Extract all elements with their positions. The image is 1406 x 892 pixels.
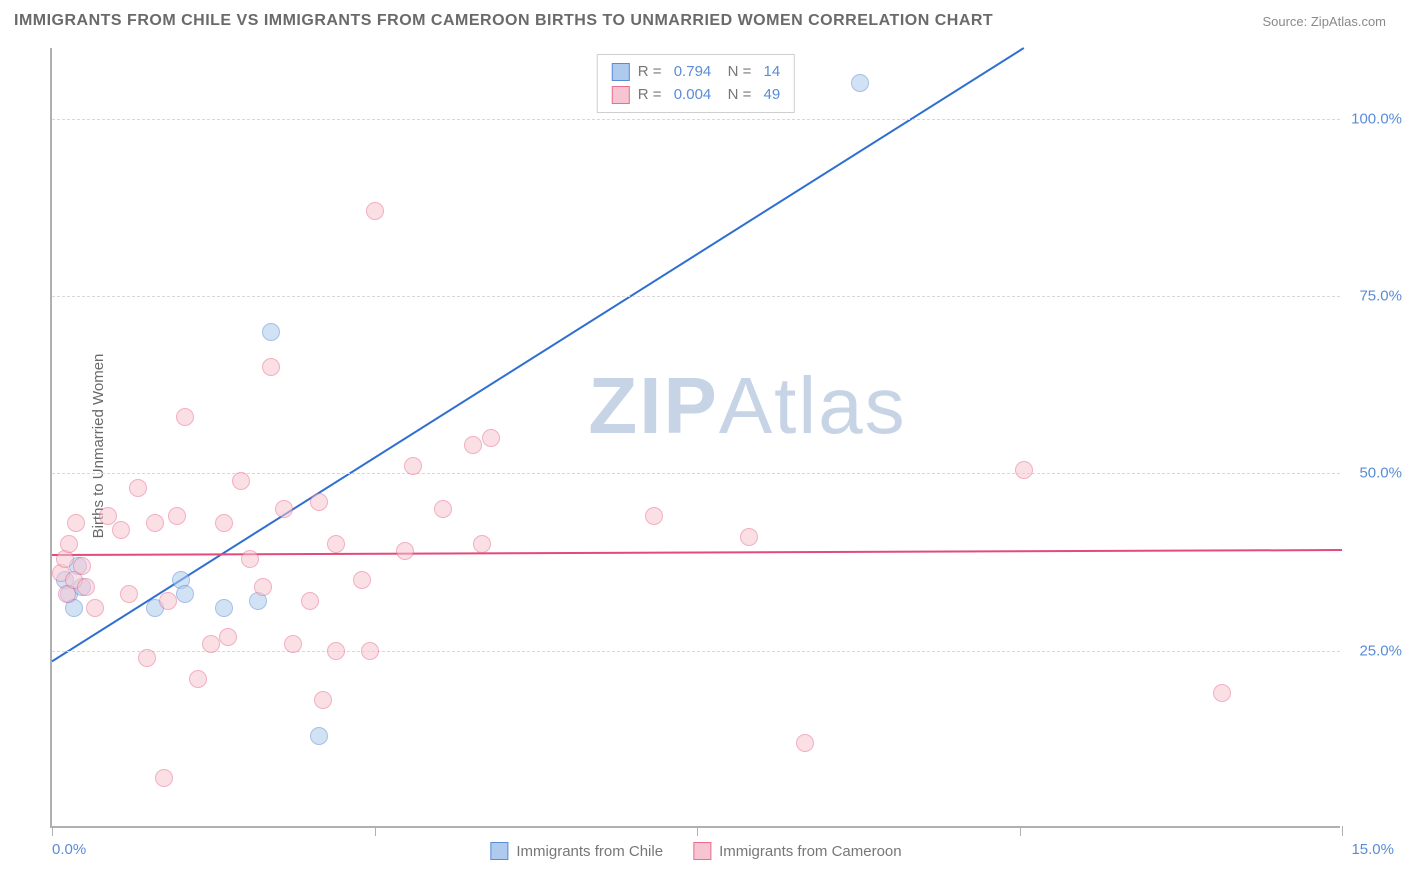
gridline [52, 296, 1340, 297]
data-point [73, 557, 91, 575]
data-point [138, 649, 156, 667]
data-point [473, 535, 491, 553]
data-point [464, 436, 482, 454]
data-point [851, 74, 869, 92]
data-point [189, 670, 207, 688]
data-point [215, 514, 233, 532]
legend-swatch [490, 842, 508, 860]
chart-title: IMMIGRANTS FROM CHILE VS IMMIGRANTS FROM… [14, 12, 993, 30]
series-legend: Immigrants from Chile Immigrants from Cam… [490, 842, 901, 860]
data-point [366, 202, 384, 220]
y-tick-label: 50.0% [1359, 465, 1402, 482]
data-point [155, 769, 173, 787]
data-point [327, 535, 345, 553]
data-point [159, 592, 177, 610]
data-point [241, 550, 259, 568]
plot-area: ZIPAtlas R = 0.794 N = 14R = 0.004 N = 4… [50, 48, 1340, 828]
data-point [176, 585, 194, 603]
x-axis-min-label: 0.0% [52, 841, 86, 858]
legend-swatch [612, 86, 630, 104]
data-point [310, 493, 328, 511]
data-point [168, 507, 186, 525]
data-point [327, 642, 345, 660]
gridline [52, 651, 1340, 652]
data-point [310, 727, 328, 745]
data-point [129, 479, 147, 497]
data-point [215, 599, 233, 617]
data-point [86, 599, 104, 617]
legend-item: Immigrants from Cameroon [693, 842, 902, 860]
x-tick [375, 826, 376, 836]
x-tick [1020, 826, 1021, 836]
legend-label: Immigrants from Cameroon [719, 843, 902, 860]
data-point [77, 578, 95, 596]
data-point [434, 500, 452, 518]
data-point [301, 592, 319, 610]
data-point [645, 507, 663, 525]
data-point [396, 542, 414, 560]
data-point [740, 528, 758, 546]
trend-line [52, 48, 1024, 661]
legend-swatch [693, 842, 711, 860]
data-point [202, 635, 220, 653]
x-axis-max-label: 15.0% [1351, 841, 1394, 858]
legend-row: R = 0.794 N = 14 [612, 61, 780, 84]
data-point [67, 514, 85, 532]
data-point [284, 635, 302, 653]
data-point [120, 585, 138, 603]
data-point [254, 578, 272, 596]
data-point [232, 472, 250, 490]
legend-row: R = 0.004 N = 49 [612, 84, 780, 107]
y-tick-label: 25.0% [1359, 642, 1402, 659]
y-tick-label: 100.0% [1351, 110, 1402, 127]
data-point [314, 691, 332, 709]
data-point [1015, 461, 1033, 479]
data-point [112, 521, 130, 539]
data-point [262, 358, 280, 376]
x-tick [697, 826, 698, 836]
data-point [1213, 684, 1231, 702]
data-point [219, 628, 237, 646]
data-point [262, 323, 280, 341]
data-point [482, 429, 500, 447]
data-point [361, 642, 379, 660]
data-point [60, 535, 78, 553]
data-point [404, 457, 422, 475]
legend-label: Immigrants from Chile [516, 843, 663, 860]
y-tick-label: 75.0% [1359, 288, 1402, 305]
data-point [146, 514, 164, 532]
x-tick [1342, 826, 1343, 836]
data-point [176, 408, 194, 426]
x-tick [52, 826, 53, 836]
correlation-legend: R = 0.794 N = 14R = 0.004 N = 49 [597, 54, 795, 113]
legend-swatch [612, 63, 630, 81]
data-point [353, 571, 371, 589]
gridline [52, 119, 1340, 120]
data-point [796, 734, 814, 752]
trend-lines [52, 48, 1342, 828]
legend-item: Immigrants from Chile [490, 842, 663, 860]
data-point [275, 500, 293, 518]
source-attribution: Source: ZipAtlas.com [1262, 14, 1386, 29]
